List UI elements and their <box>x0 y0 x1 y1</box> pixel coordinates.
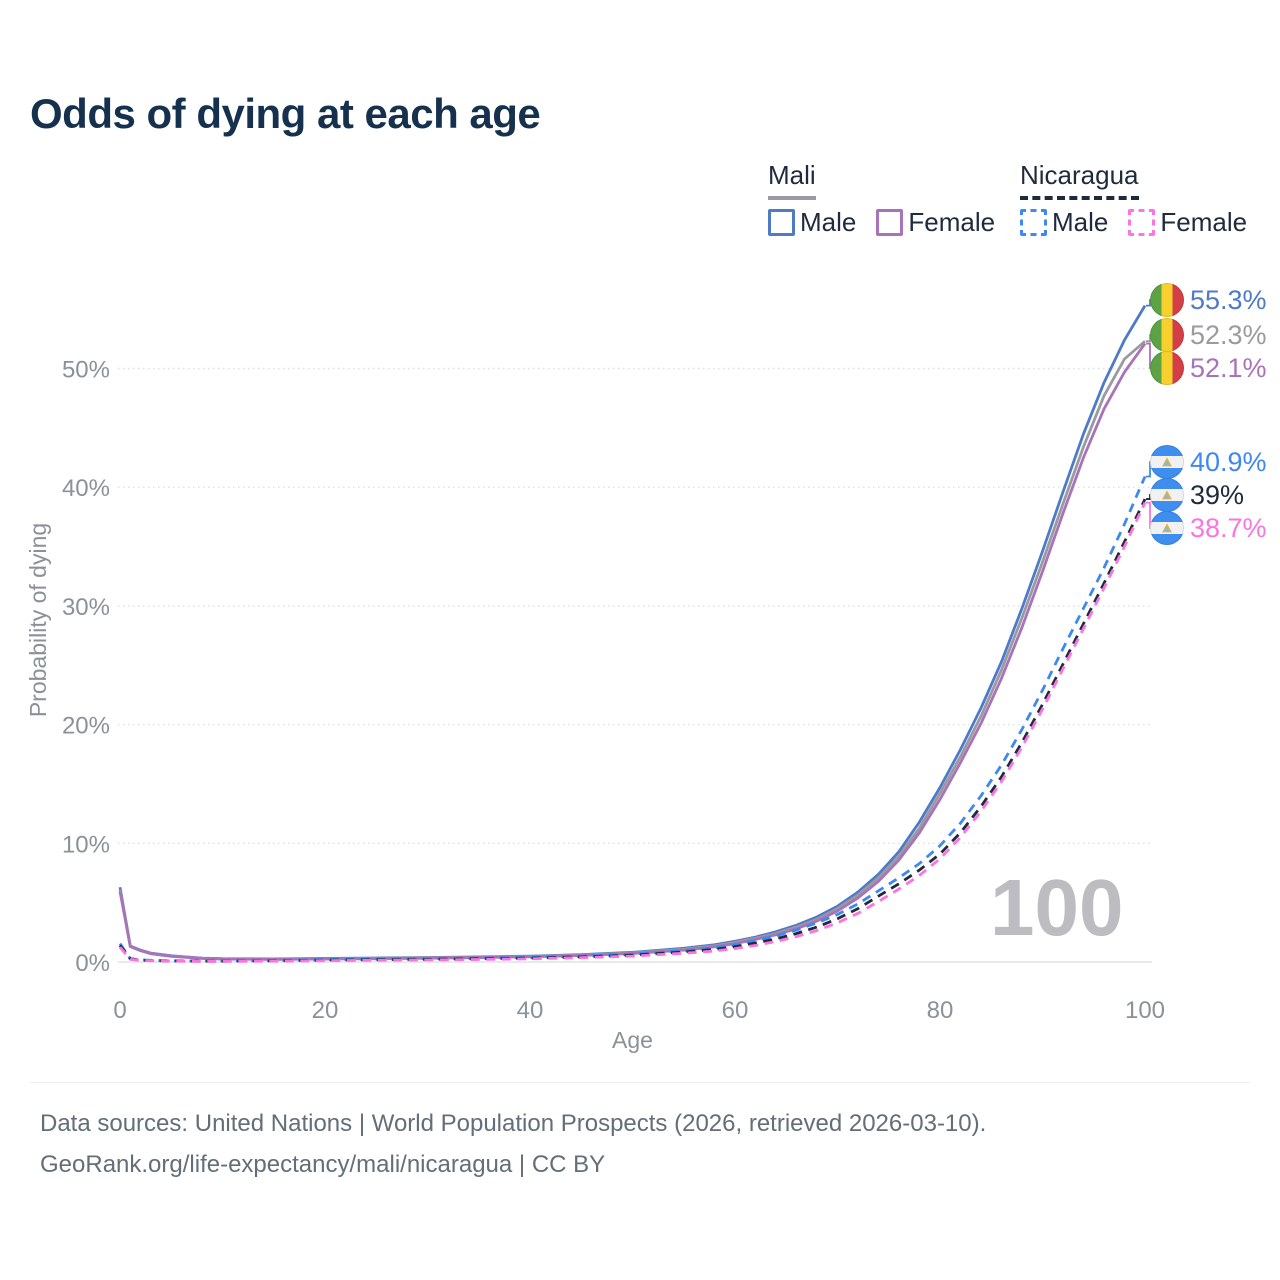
end-label-nicaragua-both: 39% <box>1150 478 1244 512</box>
legend-group-nicaragua: Nicaragua Male Female <box>1020 160 1247 238</box>
legend-item-mali-male[interactable]: Male <box>768 207 856 238</box>
legend-country-nicaragua[interactable]: Nicaragua <box>1020 160 1139 200</box>
legend-item-nicaragua-male[interactable]: Male <box>1020 207 1108 238</box>
mali-male-swatch-icon <box>768 209 795 236</box>
y-tick-label: 30% <box>62 594 110 621</box>
end-label-nicaragua-female: 38.7% <box>1150 511 1267 545</box>
x-tick-label: 40 <box>517 997 544 1024</box>
mali-female-swatch-icon <box>876 209 904 236</box>
nicaragua-female-swatch-icon <box>1128 209 1156 236</box>
x-tick-label: 60 <box>722 997 749 1024</box>
x-axis-title: Age <box>612 1027 653 1053</box>
nicaragua-male-swatch-icon <box>1020 209 1047 236</box>
nicaragua-flag-icon <box>1150 478 1184 512</box>
y-tick-label: 0% <box>75 950 110 977</box>
legend-item-mali-female[interactable]: Female <box>876 207 995 238</box>
nicaragua-emblem-icon <box>1162 523 1172 533</box>
legend-country-mali[interactable]: Mali <box>768 160 816 200</box>
x-tick-label: 100 <box>1125 997 1165 1024</box>
y-tick-label: 50% <box>62 357 110 384</box>
x-tick-label: 80 <box>927 997 954 1024</box>
y-tick-label: 10% <box>62 831 110 858</box>
footer-source-line: Data sources: United Nations | World Pop… <box>40 1110 987 1137</box>
legend-item-nicaragua-female[interactable]: Female <box>1128 207 1247 238</box>
watermark-age-100: 100 <box>990 863 1124 952</box>
series-line-nicaragua-both <box>118 498 1147 963</box>
legend-group-mali: Mali Male Female <box>768 160 995 238</box>
mali-flag-icon <box>1150 283 1184 317</box>
series-line-mali-both <box>118 340 1146 961</box>
end-label-mali-female: 52.1% <box>1150 351 1267 385</box>
footer-divider <box>30 1082 1250 1083</box>
nicaragua-flag-icon <box>1150 445 1184 479</box>
y-axis-title: Probability of dying <box>25 523 51 717</box>
x-tick-label: 20 <box>312 997 339 1024</box>
page-title: Odds of dying at each age <box>30 90 541 137</box>
end-label-mali-male: 55.3% <box>1150 283 1267 317</box>
x-tick-label: 0 <box>113 997 126 1024</box>
y-tick-label: 20% <box>62 713 110 740</box>
mali-flag-icon <box>1150 318 1184 352</box>
series-line-mali-female <box>118 342 1147 961</box>
series-line-nicaragua-female <box>118 502 1147 963</box>
end-label-nicaragua-male: 40.9% <box>1150 445 1267 479</box>
nicaragua-emblem-icon <box>1162 457 1172 467</box>
nicaragua-emblem-icon <box>1162 490 1172 500</box>
footer-attribution-line: GeoRank.org/life-expectancy/mali/nicarag… <box>40 1151 606 1178</box>
end-label-mali-both: 52.3% <box>1150 318 1267 352</box>
series-line-mali-male <box>118 304 1147 961</box>
series-line-nicaragua-male <box>118 475 1147 963</box>
footer: Data sources: United Nations | World Pop… <box>40 1103 986 1185</box>
nicaragua-flag-icon <box>1150 511 1184 545</box>
y-tick-label: 40% <box>62 475 110 502</box>
mali-flag-icon <box>1150 351 1184 385</box>
